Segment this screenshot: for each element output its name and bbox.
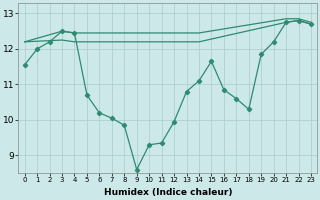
X-axis label: Humidex (Indice chaleur): Humidex (Indice chaleur) [104, 188, 232, 197]
